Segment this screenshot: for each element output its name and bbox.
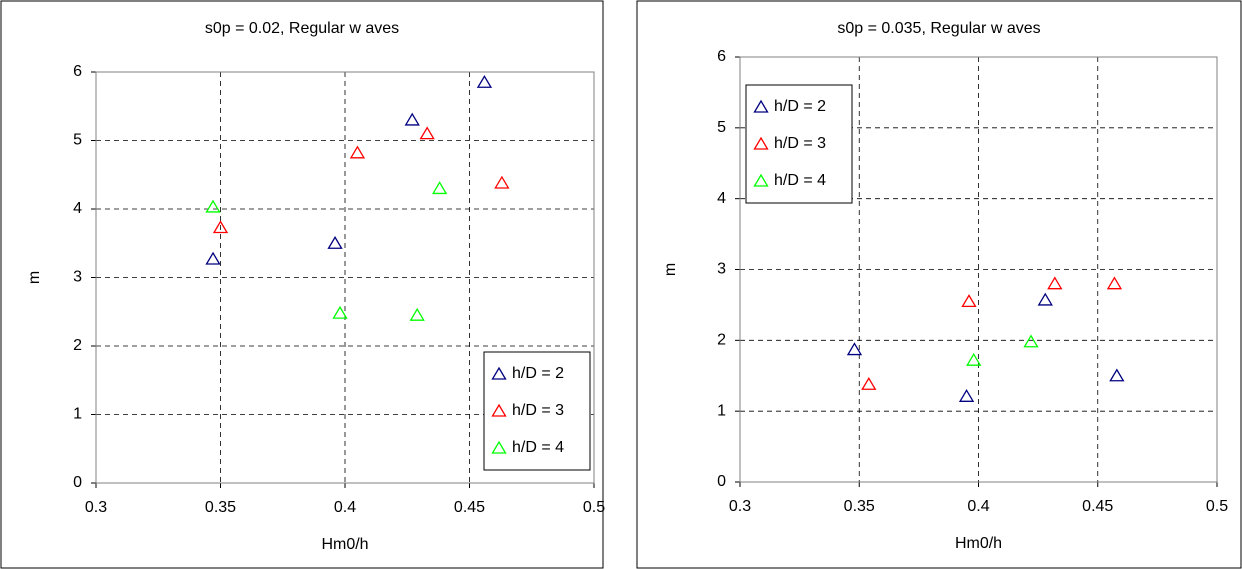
data-point [958,389,975,402]
y-tick-label: 5 [73,132,82,149]
data-point [1109,368,1125,382]
legend-label: h/D = 2 [512,365,564,382]
y-tick-label: 1 [717,402,726,419]
data-point [966,352,982,366]
plot-area [739,56,1218,483]
legend-marker [491,366,507,380]
legend-label: h/D = 2 [774,98,826,115]
chart: s0p = 0.02, Regular w aves 0 1 2 3 4 5 6 0.3 0.35… [0,0,605,569]
legend-marker [491,440,507,454]
chart: s0p = 0.035, Regular w aves 0 1 2 3 4 5 6 0.3 0.3… [636,0,1242,569]
y-tick-label: 4 [717,190,726,207]
data-point [327,235,343,249]
legend-marker [753,136,769,150]
x-tick-label: 0.5 [1206,498,1228,515]
data-point [846,342,863,356]
y-tick-label: 6 [717,48,726,65]
x-tick-label: 0.4 [334,499,356,516]
data-point [409,307,425,321]
legend-marker [753,99,769,113]
data-point [1106,276,1123,290]
y-tick-label: 4 [73,200,82,217]
data-point [861,376,877,390]
x-axis-label: Hm0/h [955,535,1002,552]
x-tick-label: 0.5 [583,499,605,516]
data-point [476,74,493,88]
x-axis-label: Hm0/h [321,536,368,553]
x-tick-label: 0.35 [205,499,236,516]
y-tick-label: 6 [73,63,82,80]
data-point [349,145,366,159]
y-tick-label: 1 [73,406,82,423]
x-tick-label: 0.45 [454,499,485,516]
plot-area [95,71,595,484]
x-tick-label: 0.45 [1082,498,1113,515]
data-point [1037,292,1053,306]
legend-label: h/D = 4 [512,439,564,456]
data-point [1047,276,1063,290]
legend-label: h/D = 4 [774,172,826,189]
x-tick-label: 0.35 [844,498,875,515]
x-tick-label: 0.3 [85,499,107,516]
data-point [494,175,510,189]
data-point [961,294,977,308]
data-point [205,199,221,213]
data-point [205,251,221,265]
data-point [212,220,229,234]
y-tick-label: 3 [717,261,726,278]
legend-marker [491,403,507,417]
x-tick-label: 0.4 [967,498,989,515]
legend-label: h/D = 3 [774,135,826,152]
y-tick-label: 3 [73,269,82,286]
y-tick-label: 2 [73,337,82,354]
legend-marker [753,173,769,187]
chart-title: s0p = 0.035, Regular w aves [837,20,1040,37]
data-point [431,181,448,195]
y-tick-label: 5 [717,119,726,136]
y-axis-label: m [662,263,679,276]
y-axis-label: m [26,271,43,284]
data-point [419,126,435,140]
y-tick-label: 2 [717,332,726,349]
x-tick-label: 0.3 [729,498,751,515]
chart-frame [0,0,604,569]
legend-label: h/D = 3 [512,402,564,419]
chart-title: s0p = 0.02, Regular w aves [205,20,399,37]
y-tick-label: 0 [73,474,82,491]
y-tick-label: 0 [717,473,726,490]
data-point [404,112,420,126]
data-point [332,305,348,319]
data-point [1023,334,1039,348]
chart-frame [636,0,1242,569]
